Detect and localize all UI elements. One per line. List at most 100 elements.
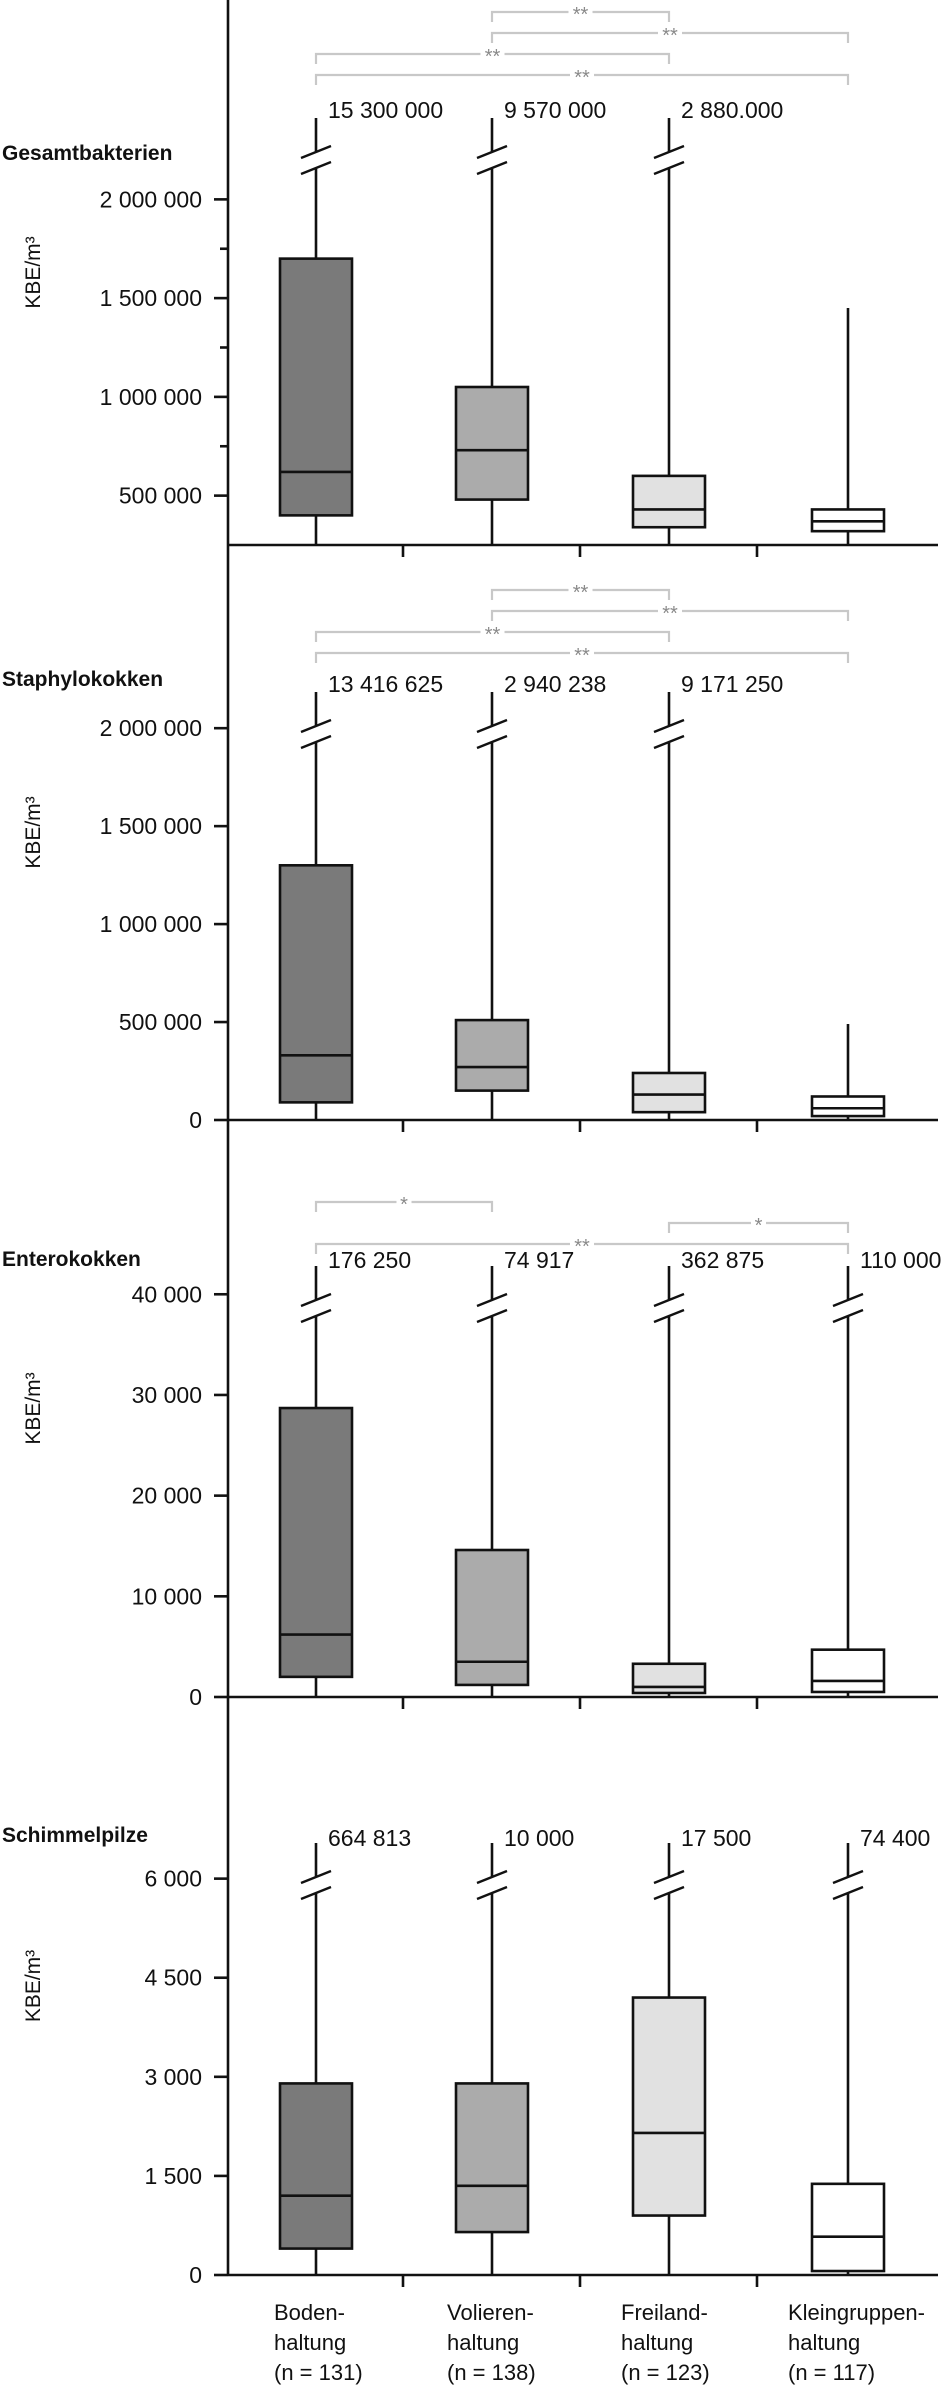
axis-break-mark — [300, 718, 332, 750]
significance-marker: ** — [662, 25, 678, 47]
max-value-label: 15 300 000 — [328, 97, 443, 123]
axis-break-mark — [832, 1292, 864, 1324]
category-label: Volieren- — [447, 2300, 534, 2325]
axis-break-mark — [653, 1292, 685, 1324]
y-tick-label: 1 500 — [144, 2163, 202, 2189]
significance-gap — [658, 607, 682, 615]
max-value-label: 9 570 000 — [504, 97, 606, 123]
significance-gap — [570, 1240, 594, 1248]
significance-gap — [480, 628, 505, 636]
box-iqr — [810, 2182, 886, 2273]
significance-gap — [570, 71, 594, 79]
max-value-label: 13 416 625 — [328, 671, 443, 697]
significance-marker: ** — [574, 67, 590, 89]
max-value-label: 74 400 — [860, 1825, 930, 1851]
y-tick-label: 500 000 — [119, 1009, 202, 1035]
max-value-label: 362 875 — [681, 1247, 764, 1273]
category-label: Freiland- — [621, 2300, 708, 2325]
max-value-label: 176 250 — [328, 1247, 411, 1273]
y-tick-label: 4 500 — [144, 1965, 202, 1991]
category-label: (n = 117) — [788, 2360, 875, 2385]
box-iqr — [278, 1406, 354, 1679]
panel-title: Schimmelpilze — [2, 1824, 148, 1847]
axis-break-mark — [653, 144, 685, 176]
category-label: haltung — [788, 2330, 860, 2355]
y-tick-label: 1 000 000 — [100, 384, 202, 410]
y-tick-label: 40 000 — [132, 1281, 202, 1307]
box-iqr — [278, 864, 354, 1104]
significance-gap — [570, 649, 594, 657]
significance-marker: ** — [485, 624, 501, 646]
panel-title: Staphylokokken — [2, 668, 163, 691]
category-label: Kleingruppen- — [788, 2300, 925, 2325]
category-label: haltung — [621, 2330, 693, 2355]
box-iqr — [454, 2082, 530, 2234]
panel-title: Gesamtbakterien — [2, 142, 172, 165]
significance-marker: ** — [573, 582, 589, 604]
max-value-label: 17 500 — [681, 1825, 751, 1851]
box-iqr — [631, 1662, 707, 1695]
significance-gap — [751, 1219, 766, 1227]
axis-break-mark — [832, 1869, 864, 1901]
significance-marker: ** — [485, 46, 501, 68]
significance-gap — [568, 8, 593, 16]
y-tick-label: 1 000 000 — [100, 911, 202, 937]
significance-gap — [396, 1198, 412, 1206]
significance-gap — [480, 50, 505, 58]
max-value-label: 9 171 250 — [681, 671, 783, 697]
axis-break-mark — [653, 1869, 685, 1901]
y-tick-label: 2 000 000 — [100, 186, 202, 212]
axis-break-mark — [300, 144, 332, 176]
axis-break-mark — [653, 718, 685, 750]
max-value-label: 2 880.000 — [681, 97, 783, 123]
axis-break-mark — [476, 1292, 508, 1324]
y-tick-label: 1 500 000 — [100, 285, 202, 311]
significance-gap — [658, 29, 682, 37]
max-value-label: 2 940 238 — [504, 671, 606, 697]
y-tick-label: 0 — [189, 1107, 202, 1133]
category-label: haltung — [447, 2330, 519, 2355]
box-iqr — [810, 1095, 886, 1118]
y-tick-label: 6 000 — [144, 1866, 202, 1892]
axis-break-mark — [476, 144, 508, 176]
y-tick-label: 30 000 — [132, 1382, 202, 1408]
axis-break-mark — [476, 1869, 508, 1901]
y-tick-label: 3 000 — [144, 2064, 202, 2090]
category-label: (n = 138) — [447, 2360, 536, 2385]
significance-marker: ** — [574, 645, 590, 667]
box-iqr — [454, 1018, 530, 1092]
max-value-label: 664 813 — [328, 1825, 411, 1851]
y-tick-label: 1 500 000 — [100, 813, 202, 839]
significance-marker: * — [400, 1194, 408, 1216]
y-tick-label: 20 000 — [132, 1483, 202, 1509]
category-label: Boden- — [274, 2300, 345, 2325]
y-axis-label: KBE/m³ — [22, 236, 45, 308]
significance-marker: ** — [573, 4, 589, 26]
box-iqr — [278, 2082, 354, 2250]
significance-marker: ** — [574, 1236, 590, 1258]
axis-break-mark — [476, 718, 508, 750]
category-label: (n = 131) — [274, 2360, 363, 2385]
y-axis-label: KBE/m³ — [22, 796, 45, 868]
significance-marker: * — [755, 1215, 763, 1237]
y-axis-label: KBE/m³ — [22, 1372, 45, 1444]
box-iqr — [278, 257, 354, 517]
box-iqr — [454, 385, 530, 501]
category-label: haltung — [274, 2330, 346, 2355]
axis-break-mark — [300, 1292, 332, 1324]
y-tick-label: 0 — [189, 1684, 202, 1710]
category-label: (n = 123) — [621, 2360, 710, 2385]
y-tick-label: 500 000 — [119, 483, 202, 509]
max-value-label: 74 917 — [504, 1247, 574, 1273]
y-tick-label: 0 — [189, 2262, 202, 2288]
box-iqr — [631, 1071, 707, 1114]
axis-break-mark — [300, 1869, 332, 1901]
y-tick-label: 10 000 — [132, 1583, 202, 1609]
box-iqr — [454, 1548, 530, 1687]
significance-gap — [568, 586, 593, 594]
box-iqr — [810, 1648, 886, 1694]
box-iqr — [631, 474, 707, 529]
box-iqr — [631, 1996, 707, 2217]
y-axis-label: KBE/m³ — [22, 1950, 45, 2022]
